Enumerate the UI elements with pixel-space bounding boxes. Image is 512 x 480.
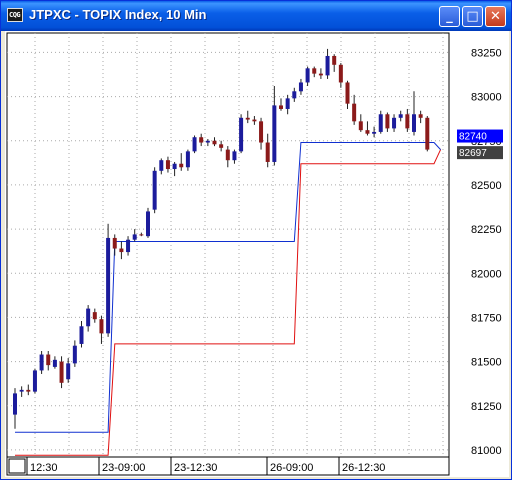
y-tick-label: 82500 bbox=[471, 180, 502, 192]
candle-body bbox=[372, 131, 377, 134]
candle-body bbox=[159, 160, 164, 171]
candle-body bbox=[119, 248, 124, 253]
candle-body bbox=[358, 121, 363, 131]
candle-body bbox=[345, 82, 350, 104]
candle-body bbox=[312, 68, 317, 74]
candle-body bbox=[252, 119, 257, 122]
y-tick-label: 83000 bbox=[471, 92, 502, 104]
candle-body bbox=[285, 98, 290, 109]
price-marker-label: 82697 bbox=[459, 148, 487, 159]
x-tick-label: 26-09:00 bbox=[270, 462, 313, 474]
candle-body bbox=[39, 354, 44, 371]
candle-body bbox=[32, 370, 37, 392]
candle-body bbox=[365, 130, 370, 134]
candle-body bbox=[52, 359, 57, 367]
x-tick-label: 12:30 bbox=[30, 462, 58, 474]
candle-body bbox=[232, 151, 237, 161]
candle-body bbox=[212, 140, 217, 145]
candle-body bbox=[418, 114, 423, 118]
candle-body bbox=[425, 117, 430, 150]
candlestick-chart[interactable]: 8325083000827508250082250820008175081500… bbox=[5, 31, 509, 477]
x-tick-label: 23-12:30 bbox=[174, 462, 217, 474]
chart-area[interactable]: 8325083000827508250082250820008175081500… bbox=[5, 31, 509, 477]
app-icon-text: CQG bbox=[9, 11, 21, 19]
candle-body bbox=[298, 82, 303, 92]
candle-body bbox=[352, 103, 357, 122]
price-marker-label: 82740 bbox=[459, 132, 487, 143]
y-tick-label: 82000 bbox=[471, 268, 502, 280]
maximize-button[interactable]: □ bbox=[462, 6, 483, 27]
candle-body bbox=[112, 237, 117, 249]
candle-body bbox=[66, 363, 71, 380]
axis-corner-box bbox=[8, 458, 26, 474]
candle-body bbox=[152, 170, 157, 210]
candle-body bbox=[338, 64, 343, 83]
candle-body bbox=[405, 114, 410, 129]
minimize-button[interactable]: _ bbox=[439, 6, 460, 27]
candle-body bbox=[79, 326, 84, 344]
candle-body bbox=[259, 121, 264, 143]
y-tick-label: 81250 bbox=[471, 401, 502, 413]
candle-body bbox=[385, 114, 390, 129]
candle-body bbox=[325, 55, 330, 76]
candle-body bbox=[225, 149, 230, 161]
candle-body bbox=[26, 389, 31, 392]
chart-app-icon[interactable]: CQG bbox=[7, 8, 23, 22]
candle-body bbox=[398, 114, 403, 118]
candle-body bbox=[318, 73, 323, 76]
candle-body bbox=[245, 117, 250, 120]
candle-body bbox=[146, 211, 150, 237]
candle-body bbox=[172, 163, 177, 170]
candle-body bbox=[192, 137, 197, 152]
y-tick-label: 81500 bbox=[471, 357, 502, 369]
y-tick-label: 82250 bbox=[471, 224, 502, 236]
candle-body bbox=[139, 234, 144, 236]
candle-body bbox=[412, 114, 416, 132]
candle-body bbox=[199, 137, 204, 143]
title-bar[interactable]: CQG JTPXC - TOPIX Index, 10 Min _ □ ✕ bbox=[1, 1, 511, 31]
x-tick-label: 23-09:00 bbox=[102, 462, 145, 474]
candle-body bbox=[185, 151, 190, 168]
candle-body bbox=[279, 105, 283, 109]
candle-body bbox=[165, 160, 170, 170]
candle-body bbox=[179, 163, 184, 168]
candle-body bbox=[126, 239, 131, 253]
candle-body bbox=[106, 237, 111, 334]
candle-body bbox=[86, 308, 91, 327]
candle-body bbox=[19, 389, 24, 392]
candle-body bbox=[205, 140, 210, 143]
candle-body bbox=[378, 114, 383, 132]
y-tick-label: 83250 bbox=[471, 47, 502, 59]
window-title: JTPXC - TOPIX Index, 10 Min bbox=[29, 7, 207, 22]
candle-body bbox=[272, 105, 277, 162]
candle-body bbox=[292, 91, 297, 99]
candle-body bbox=[59, 361, 64, 383]
upper-band-line bbox=[15, 142, 441, 433]
price-marker bbox=[457, 129, 503, 143]
candle-body bbox=[239, 117, 244, 152]
candle-body bbox=[99, 319, 104, 334]
candle-body bbox=[305, 68, 310, 83]
y-tick-label: 81750 bbox=[471, 312, 502, 324]
x-tick-label: 26-12:30 bbox=[342, 462, 385, 474]
candle-body bbox=[332, 55, 337, 65]
candle-body bbox=[265, 142, 270, 162]
candle-body bbox=[46, 354, 51, 366]
candle-body bbox=[92, 312, 97, 320]
candle-body bbox=[392, 117, 397, 129]
candle-body bbox=[72, 345, 77, 364]
candle-body bbox=[219, 144, 224, 148]
close-button[interactable]: ✕ bbox=[485, 6, 506, 27]
candle-body bbox=[13, 393, 17, 415]
y-tick-label: 81000 bbox=[471, 445, 502, 457]
lower-band-line bbox=[15, 149, 442, 456]
candle-body bbox=[132, 234, 137, 240]
price-marker bbox=[457, 146, 503, 160]
